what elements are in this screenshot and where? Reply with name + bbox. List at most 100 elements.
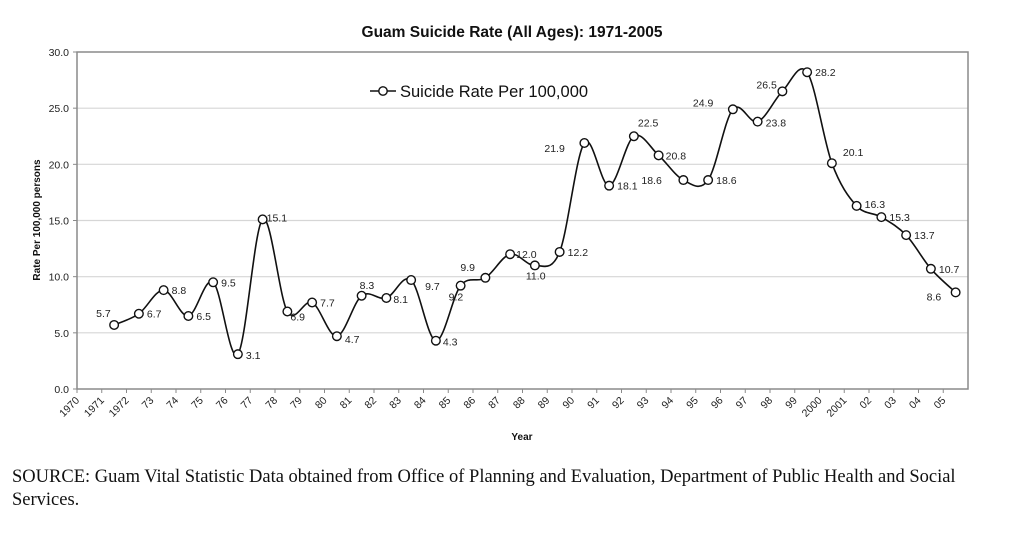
chart-title: Guam Suicide Rate (All Ages): 1971-2005 xyxy=(362,24,663,41)
gridlines xyxy=(77,107,968,334)
data-label: 16.3 xyxy=(865,199,886,211)
data-point xyxy=(752,116,763,127)
data-label: 24.9 xyxy=(693,97,714,109)
data-label: 22.5 xyxy=(638,117,659,129)
data-label: 12.2 xyxy=(568,247,589,259)
y-tick-label: 5.0 xyxy=(54,328,69,340)
data-point xyxy=(901,230,912,241)
data-label: 13.7 xyxy=(914,230,935,242)
data-label: 8.3 xyxy=(360,280,375,292)
x-tick-label: 81 xyxy=(338,395,355,412)
x-tick-label: 89 xyxy=(536,395,553,412)
data-point xyxy=(628,131,639,142)
data-label: 8.8 xyxy=(172,285,187,297)
x-tick-label: 83 xyxy=(387,395,404,412)
x-tick-label: 91 xyxy=(585,395,602,412)
x-tick-label: 86 xyxy=(461,395,478,412)
data-point xyxy=(876,212,887,223)
x-tick-label: 84 xyxy=(412,395,429,412)
data-point xyxy=(851,200,862,211)
x-tick-label: 75 xyxy=(189,395,206,412)
legend-marker xyxy=(378,86,388,96)
x-tick-label: 82 xyxy=(362,395,379,412)
y-tick-label: 0.0 xyxy=(54,384,69,396)
data-point xyxy=(406,275,417,286)
data-label: 5.7 xyxy=(96,308,111,320)
legend-label: Suicide Rate Per 100,000 xyxy=(400,83,588,101)
series-line xyxy=(113,68,957,356)
y-tick-label: 10.0 xyxy=(49,272,70,284)
x-tick-label: 77 xyxy=(239,395,256,412)
data-label: 15.3 xyxy=(889,212,910,224)
data-point xyxy=(950,287,961,298)
data-point xyxy=(430,335,441,346)
data-point xyxy=(480,272,491,283)
x-tick-label: 02 xyxy=(857,395,874,412)
data-point xyxy=(232,349,243,360)
y-tick-label: 30.0 xyxy=(49,47,70,59)
data-point xyxy=(282,306,293,317)
x-tick-label: 97 xyxy=(734,395,751,412)
x-tick-label: 85 xyxy=(437,395,454,412)
data-label: 8.6 xyxy=(927,291,942,303)
y-tick-label: 25.0 xyxy=(49,103,70,115)
data-label: 8.1 xyxy=(393,294,408,306)
data-point xyxy=(158,285,169,296)
data-label: 20.8 xyxy=(666,150,687,162)
data-point xyxy=(554,246,565,257)
x-tick-label: 95 xyxy=(684,395,701,412)
data-point xyxy=(356,290,367,301)
data-label: 9.5 xyxy=(221,277,236,289)
x-tick-label: 78 xyxy=(263,395,280,412)
series-markers xyxy=(109,67,961,360)
x-tick-label: 1971 xyxy=(82,395,107,420)
data-point xyxy=(109,319,120,330)
data-label: 6.5 xyxy=(196,311,211,323)
data-label: 6.7 xyxy=(147,309,162,321)
x-tick-label: 99 xyxy=(783,395,800,412)
x-tick-label: 2001 xyxy=(824,395,849,420)
data-point xyxy=(307,297,318,308)
y-tick-label: 20.0 xyxy=(49,159,70,171)
data-point xyxy=(381,293,392,304)
x-tick-label: 94 xyxy=(659,395,676,412)
data-point xyxy=(331,331,342,342)
x-tick-label: 76 xyxy=(214,395,231,412)
x-tick-label: 74 xyxy=(164,395,181,412)
data-point xyxy=(925,263,936,274)
data-label: 9.2 xyxy=(449,292,464,304)
data-label: 4.3 xyxy=(443,337,458,349)
x-tick-label: 79 xyxy=(288,395,305,412)
x-tick-label: 96 xyxy=(709,395,726,412)
x-tick-label: 90 xyxy=(560,395,577,412)
data-labels: 5.7 6.7 8.8 6.5 9.5 3.1 15.1 6.9 7.7 4.7 8.3 8.1 9.7… xyxy=(96,67,959,362)
x-tick-label: 92 xyxy=(610,395,627,412)
x-tick-label: 80 xyxy=(313,395,330,412)
data-label: 23.8 xyxy=(766,118,787,130)
y-axis-title: Rate Per 100,000 persons xyxy=(32,159,43,281)
legend: Suicide Rate Per 100,000 xyxy=(370,83,588,101)
data-label: 11.0 xyxy=(526,270,546,282)
x-tick-label: 98 xyxy=(758,395,775,412)
x-tick-label: 93 xyxy=(635,395,652,412)
data-label: 4.7 xyxy=(345,334,360,346)
data-label: 26.5 xyxy=(756,79,777,91)
data-point xyxy=(257,214,268,225)
x-axis-title: Year xyxy=(511,432,532,443)
x-tick-label: 87 xyxy=(486,395,503,412)
data-label: 28.2 xyxy=(815,67,836,79)
source-note: SOURCE: Guam Vital Statistic Data obtain… xyxy=(12,467,956,510)
data-point xyxy=(653,150,664,161)
x-tick-label: 1970 xyxy=(57,395,82,420)
data-label: 15.1 xyxy=(267,212,288,224)
data-label: 9.7 xyxy=(425,281,440,293)
x-tick-label: 05 xyxy=(932,395,949,412)
data-point xyxy=(727,104,738,115)
data-label: 18.6 xyxy=(641,175,662,187)
data-point xyxy=(529,260,540,271)
data-point xyxy=(579,137,590,148)
line-chart: Guam Suicide Rate (All Ages): 1971-2005 … xyxy=(32,24,969,443)
x-tick-label: 88 xyxy=(511,395,528,412)
data-label: 7.7 xyxy=(320,298,335,310)
data-point xyxy=(604,180,615,191)
